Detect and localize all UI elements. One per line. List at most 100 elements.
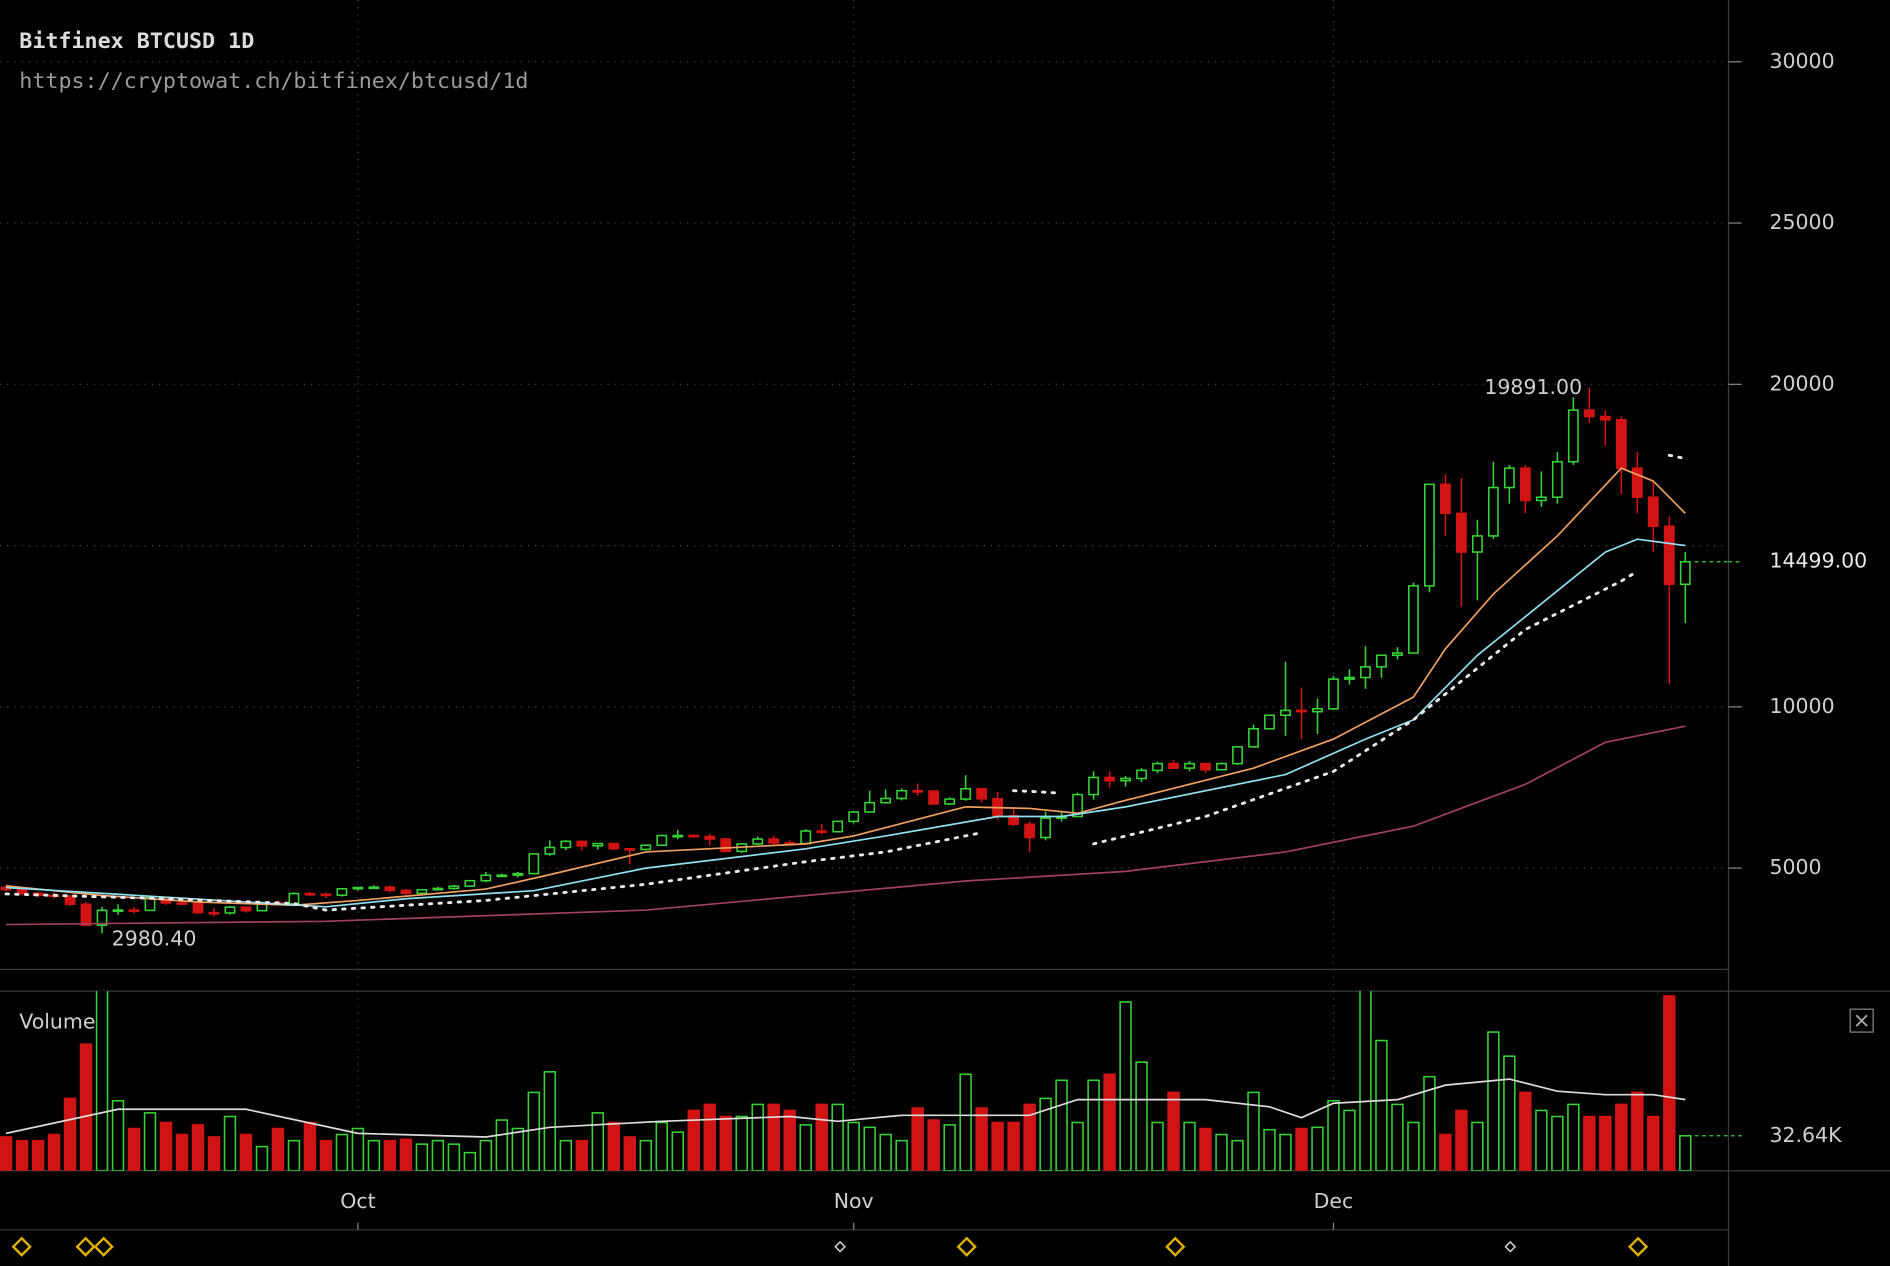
candle-body bbox=[720, 838, 732, 853]
volume-bar bbox=[143, 1112, 157, 1171]
event-marker[interactable] bbox=[1627, 1236, 1649, 1257]
volume-bar bbox=[1407, 1121, 1420, 1171]
candle-body bbox=[1455, 512, 1467, 553]
volume-bar bbox=[31, 1139, 45, 1171]
close-icon[interactable] bbox=[1855, 1014, 1868, 1027]
candle-body bbox=[1519, 467, 1531, 502]
candle-body bbox=[336, 887, 348, 896]
volume-bar bbox=[1055, 1079, 1068, 1171]
x-tick-label: Nov bbox=[834, 1189, 874, 1213]
candle-body bbox=[1040, 817, 1052, 839]
event-marker[interactable] bbox=[956, 1236, 977, 1257]
volume-bar bbox=[543, 1071, 557, 1171]
volume-bar bbox=[1039, 1097, 1052, 1171]
volume-bar bbox=[335, 1133, 349, 1171]
candle-body bbox=[1216, 762, 1227, 771]
volume-bar bbox=[1023, 1103, 1036, 1171]
volume-bar bbox=[655, 1121, 668, 1171]
volume-bar bbox=[399, 1138, 413, 1171]
candle-body bbox=[368, 886, 380, 890]
candle-body bbox=[496, 874, 508, 878]
volume-bar bbox=[1519, 1091, 1532, 1171]
volume-bar bbox=[367, 1139, 381, 1171]
candle-body bbox=[704, 835, 716, 840]
volume-bar bbox=[783, 1109, 796, 1171]
volume-bar bbox=[607, 1121, 621, 1171]
volume-bar bbox=[1231, 1139, 1244, 1171]
volume-bar bbox=[1663, 995, 1676, 1171]
candle-body bbox=[1567, 409, 1579, 463]
candle-body bbox=[880, 797, 892, 804]
candle-body bbox=[768, 838, 780, 844]
volume-bar bbox=[527, 1091, 541, 1171]
event-marker[interactable] bbox=[834, 1240, 847, 1253]
candle-body bbox=[1024, 823, 1036, 839]
candle-body bbox=[1104, 776, 1115, 782]
event-marker[interactable] bbox=[1504, 1240, 1517, 1253]
volume-bar bbox=[1647, 1115, 1660, 1171]
event-marker[interactable] bbox=[93, 1236, 114, 1257]
candle-body bbox=[560, 840, 572, 849]
event-marker[interactable] bbox=[1165, 1236, 1186, 1257]
candle-body bbox=[1328, 678, 1339, 710]
candle-body bbox=[1280, 709, 1291, 717]
candle-body bbox=[944, 798, 956, 805]
candle-body bbox=[1152, 762, 1163, 772]
last-volume-label: 32.64K bbox=[1769, 1123, 1842, 1147]
volume-bar bbox=[1071, 1121, 1084, 1171]
close-button[interactable] bbox=[1849, 1008, 1874, 1033]
event-marker[interactable] bbox=[75, 1236, 96, 1257]
volume-bar bbox=[911, 1107, 924, 1171]
candle-body bbox=[1423, 483, 1435, 587]
candle-body bbox=[1344, 676, 1355, 680]
candle-body bbox=[64, 895, 76, 906]
volume-bar bbox=[239, 1133, 253, 1171]
volume-bar bbox=[1199, 1127, 1212, 1171]
volume-bar bbox=[591, 1112, 605, 1171]
candle-body bbox=[960, 787, 972, 800]
y-tick-label: 20000 bbox=[1769, 371, 1834, 395]
volume-bar bbox=[559, 1139, 573, 1171]
axes: 5000 10000 20000 25000 30000 Oct Nov Dec 19891.0… bbox=[112, 49, 1867, 1230]
candle-body bbox=[896, 789, 908, 800]
candle-body bbox=[544, 846, 556, 855]
volume-bar bbox=[63, 1097, 77, 1171]
candle-body bbox=[80, 903, 92, 926]
volume-bar bbox=[671, 1131, 684, 1171]
candle-body bbox=[1200, 762, 1211, 771]
volume-bar bbox=[463, 1151, 477, 1171]
volume-bar bbox=[1007, 1121, 1020, 1171]
close-box[interactable] bbox=[1849, 1008, 1874, 1033]
price-annotation: 19891.00 bbox=[1484, 375, 1582, 399]
event-marker[interactable] bbox=[11, 1236, 32, 1257]
volume-bar bbox=[511, 1127, 525, 1171]
x-tick-label: Oct bbox=[340, 1189, 375, 1213]
volume-bar bbox=[0, 1136, 13, 1171]
volume-bar bbox=[15, 1139, 29, 1171]
y-tick-label: 30000 bbox=[1769, 49, 1834, 73]
volume-bar bbox=[1503, 1055, 1516, 1171]
volume-bar bbox=[1103, 1073, 1116, 1171]
grid bbox=[0, 0, 1729, 1171]
volume-bar bbox=[223, 1115, 237, 1171]
indicator-line bbox=[5, 1078, 1686, 1138]
candle-body bbox=[640, 844, 652, 851]
candle-body bbox=[112, 909, 124, 913]
candle-body bbox=[512, 872, 524, 876]
volume-bar bbox=[1423, 1075, 1436, 1171]
candle-body bbox=[416, 888, 428, 895]
candle-body bbox=[800, 830, 812, 845]
candle-body bbox=[1184, 762, 1195, 769]
candle-body bbox=[1360, 666, 1371, 679]
chart-url: https://cryptowat.ch/bitfinex/btcusd/1d bbox=[19, 69, 528, 94]
volume-bar bbox=[95, 991, 109, 1171]
candle-body bbox=[528, 853, 540, 875]
volume-bar bbox=[623, 1136, 637, 1171]
price-panel bbox=[0, 387, 1691, 934]
candle-body bbox=[320, 893, 332, 897]
volume-bar bbox=[799, 1124, 812, 1171]
volume-bar bbox=[351, 1127, 365, 1171]
volume-bar bbox=[1567, 1103, 1580, 1171]
